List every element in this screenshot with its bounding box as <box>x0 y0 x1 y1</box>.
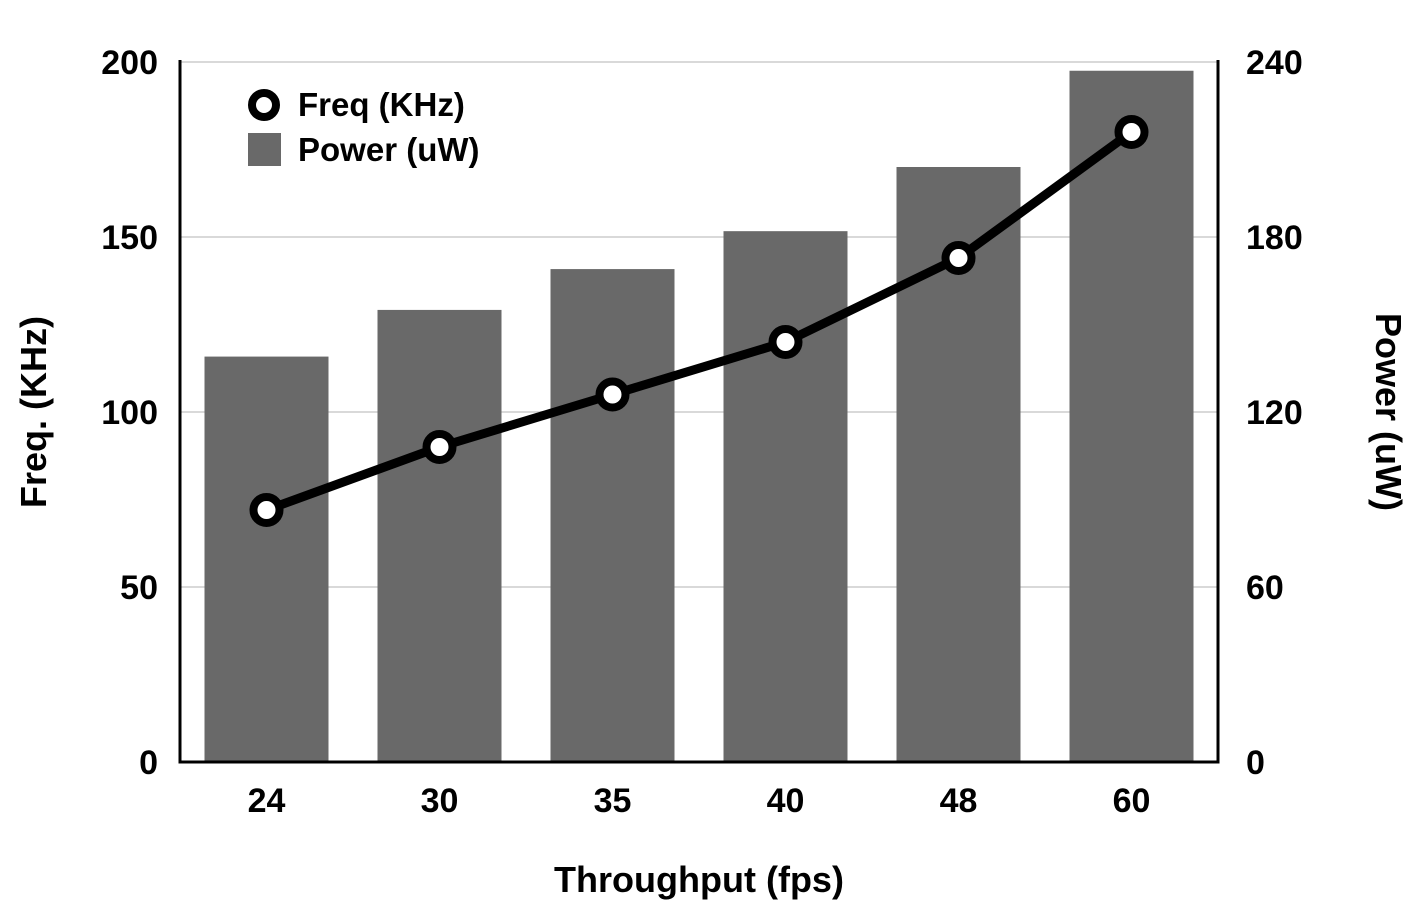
legend-label-freq: Freq (KHz) <box>298 86 465 123</box>
left-axis-tick-label: 50 <box>120 569 158 607</box>
right-axis-title: Power (uW) <box>1368 313 1409 511</box>
power-bar <box>1069 70 1194 762</box>
freq-data-point-marker <box>595 377 630 412</box>
x-axis-tick-label: 40 <box>767 782 805 820</box>
x-axis-tick-label: 48 <box>940 782 978 820</box>
x-axis-tick-label: 24 <box>248 782 286 820</box>
power-bar <box>377 309 502 762</box>
right-axis-tick-label: 0 <box>1246 744 1265 782</box>
right-axis-tick-label: 180 <box>1246 219 1303 257</box>
left-axis-tick-label: 200 <box>101 44 158 82</box>
x-axis-title: Throughput (fps) <box>554 859 844 900</box>
freq-line <box>262 127 1136 515</box>
x-axis-tick-label: 35 <box>594 782 632 820</box>
freq-data-point-marker <box>249 493 284 527</box>
freq-data-point-marker <box>422 430 457 464</box>
left-axis-tick-label: 0 <box>139 744 158 782</box>
x-axis-tick-label: 30 <box>421 782 459 820</box>
freq-data-point-marker <box>941 241 976 275</box>
power-bar <box>204 356 329 762</box>
legend-item-power: Power (uW) <box>248 133 479 166</box>
right-axis-tick-label: 60 <box>1246 569 1284 607</box>
left-axis-tick-label: 100 <box>101 394 158 432</box>
legend-label-power: Power (uW) <box>298 131 480 168</box>
power-bar-swatch-icon <box>248 133 281 166</box>
power-bar <box>550 269 675 762</box>
right-axis-tick-label: 240 <box>1246 44 1303 82</box>
freq-data-point-marker <box>768 325 803 359</box>
freq-data-point-marker <box>1114 115 1149 149</box>
left-axis-tick-label: 150 <box>101 219 158 257</box>
legend-item-freq: Freq (KHz) <box>248 88 479 121</box>
x-axis-tick-label: 60 <box>1113 782 1151 820</box>
left-axis-title: Freq. (KHz) <box>13 316 54 508</box>
legend: Freq (KHz) Power (uW) <box>248 88 479 166</box>
power-bar <box>723 231 848 762</box>
right-axis-tick-label: 120 <box>1246 394 1303 432</box>
freq-line-marker-icon <box>248 88 280 121</box>
